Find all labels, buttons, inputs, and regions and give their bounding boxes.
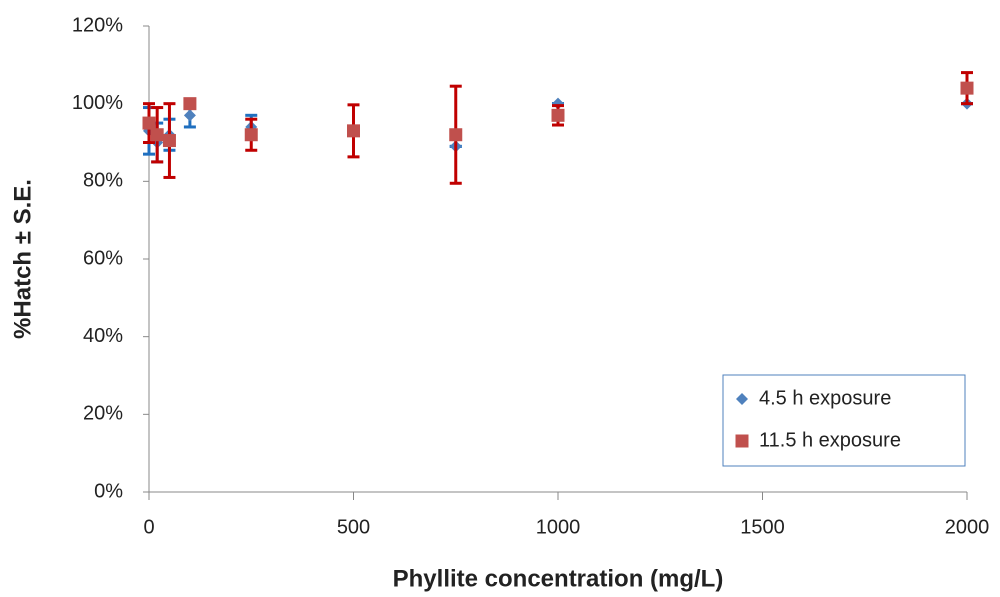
x-tick-label: 0	[143, 516, 154, 538]
point	[162, 134, 176, 148]
point	[183, 109, 196, 122]
point	[551, 108, 565, 122]
y-tick-label: 20%	[83, 403, 123, 425]
point	[183, 97, 197, 111]
y-tick-label: 40%	[83, 325, 123, 347]
x-tick-label: 1500	[740, 516, 785, 538]
x-tick-label: 1000	[536, 516, 581, 538]
legend-marker	[736, 393, 748, 405]
point	[150, 128, 164, 142]
y-tick-label: 0%	[94, 480, 123, 502]
y-axis-title: %Hatch ± S.E.	[9, 179, 36, 339]
y-tick-label: 100%	[72, 92, 123, 114]
point	[142, 116, 156, 130]
x-tick-label: 500	[337, 516, 370, 538]
legend-box	[722, 374, 966, 467]
point	[449, 128, 463, 142]
y-tick-label: 60%	[83, 247, 123, 269]
legend-label: 4.5 h exposure	[759, 387, 891, 409]
y-tick-label: 120%	[72, 14, 123, 36]
point	[244, 128, 258, 142]
y-tick-label: 80%	[83, 170, 123, 192]
legend-label: 11.5 h exposure	[759, 429, 901, 451]
x-tick-label: 2000	[945, 516, 990, 538]
point	[960, 81, 974, 95]
legend-marker	[735, 434, 749, 448]
x-axis-title: Phyllite concentration (mg/L)	[393, 565, 724, 592]
point	[347, 124, 360, 138]
